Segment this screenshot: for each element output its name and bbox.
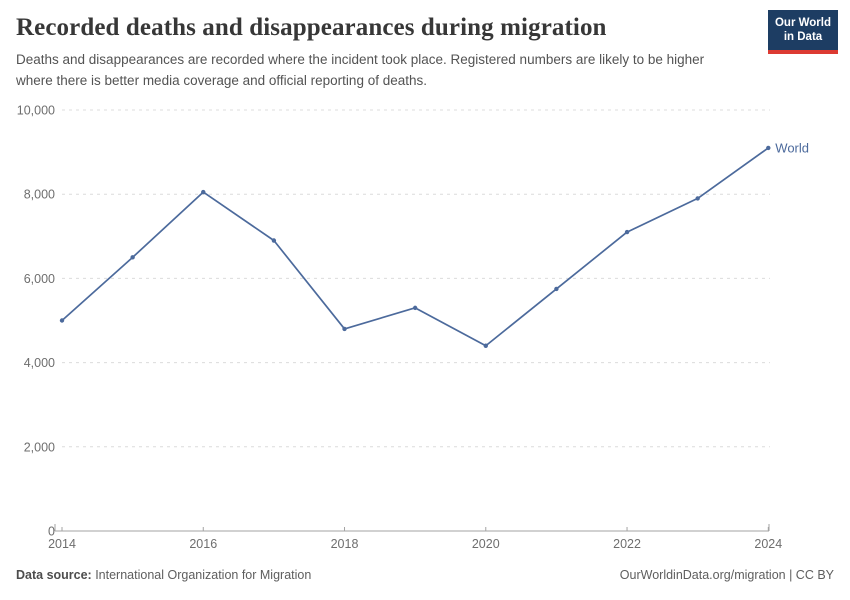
x-axis-tick-label: 2020 bbox=[472, 537, 500, 551]
y-axis-tick-label: 8,000 bbox=[24, 188, 55, 202]
chart-area: 0 2,000 4,000 6,000 8,000 10,000 2014 2016 2018 2… bbox=[0, 100, 850, 560]
line-chart[interactable]: 0 2,000 4,000 6,000 8,000 10,000 2014 2016 2018 2… bbox=[0, 100, 850, 560]
data-point bbox=[59, 318, 65, 323]
data-point bbox=[342, 326, 347, 332]
y-axis-tick-label: 10,000 bbox=[17, 104, 55, 118]
data-point bbox=[130, 255, 135, 260]
data-source-label: Data source: bbox=[16, 568, 92, 582]
x-axis-tick-label: 2024 bbox=[754, 537, 782, 551]
series-end-label: World bbox=[775, 140, 809, 155]
y-axis-tick-label: 4,000 bbox=[24, 356, 55, 370]
series-line bbox=[61, 147, 769, 347]
y-axis-tick-label: 2,000 bbox=[24, 440, 55, 454]
data-point bbox=[483, 343, 488, 348]
owid-logo[interactable]: Our World in Data bbox=[768, 10, 838, 54]
owid-logo-line1: Our World bbox=[774, 17, 831, 29]
chart-subtitle: Deaths and disappearances are recorded w… bbox=[16, 52, 705, 88]
chart-footer: Data source: International Organization … bbox=[16, 568, 834, 582]
attribution: OurWorldinData.org/migration | CC BY bbox=[619, 568, 834, 582]
y-axis-tick-label: 0 bbox=[48, 525, 55, 539]
x-axis-tick-label: 2014 bbox=[48, 537, 76, 551]
chart-header: Recorded deaths and disappearances durin… bbox=[16, 14, 756, 92]
owid-logo-line2: in Data bbox=[783, 31, 823, 44]
data-source: Data source: International Organization … bbox=[16, 568, 311, 582]
data-point bbox=[554, 286, 559, 292]
x-axis-tick-label: 2022 bbox=[613, 537, 641, 551]
data-point bbox=[201, 189, 206, 195]
x-axis-tick-label: 2016 bbox=[189, 537, 217, 551]
data-point bbox=[695, 196, 700, 201]
data-point bbox=[412, 305, 418, 311]
page-title: Recorded deaths and disappearances durin… bbox=[16, 14, 607, 41]
data-point bbox=[624, 229, 630, 235]
data-point bbox=[271, 238, 277, 243]
y-axis-tick-label: 6,000 bbox=[24, 272, 55, 286]
x-axis-tick-label: 2018 bbox=[331, 537, 359, 551]
data-source-value: International Organization for Migration bbox=[91, 568, 312, 582]
data-point bbox=[766, 145, 771, 151]
